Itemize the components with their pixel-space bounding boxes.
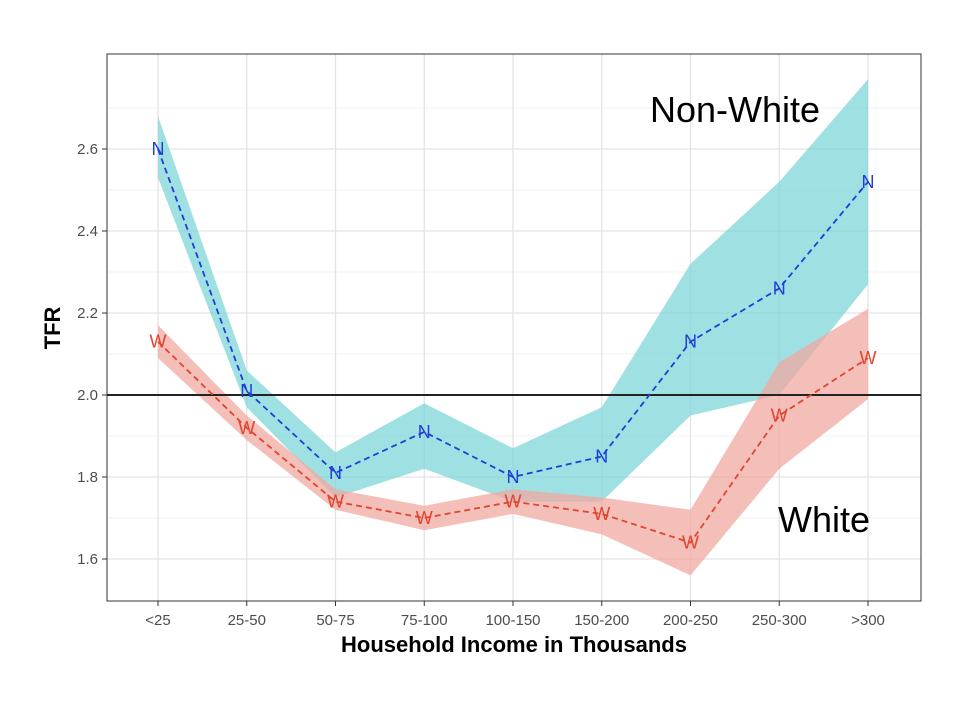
x-tick-label: 75-100 (401, 612, 448, 629)
point-non-white: N (862, 172, 875, 192)
y-tick-label: 1.6 (77, 551, 98, 568)
line-non-white (157, 148, 869, 478)
annotation-white: White (778, 499, 870, 540)
y-axis-title: TFR (40, 307, 65, 350)
point-white: W (416, 508, 433, 528)
y-tick-label: 2.2 (77, 305, 98, 322)
band-white (158, 308, 868, 576)
line-white (157, 341, 869, 544)
x-tick-label: 250-300 (752, 612, 807, 629)
y-tick-label: 2.0 (77, 387, 98, 404)
x-tick-label: 100-150 (485, 612, 540, 629)
x-axis-title: Household Income in Thousands (341, 632, 687, 657)
x-tick-label: 25-50 (228, 612, 266, 629)
annotation-non-white: Non-White (650, 89, 820, 130)
point-white: W (327, 492, 344, 512)
point-white: W (682, 533, 699, 553)
point-white: W (150, 332, 167, 352)
point-white: W (505, 492, 522, 512)
point-white: W (860, 348, 877, 368)
x-tick-label: >300 (851, 612, 885, 629)
point-non-white: N (595, 447, 608, 467)
point-non-white: N (418, 422, 431, 442)
confidence-bands (158, 79, 868, 576)
x-tick-label: 200-250 (663, 612, 718, 629)
band-non-white (158, 79, 868, 502)
point-non-white: N (684, 332, 697, 352)
point-non-white: N (240, 381, 253, 401)
y-tick-label: 2.4 (77, 223, 98, 240)
y-axis-ticks: 1.6 1.8 2.0 2.2 2.4 2.6 (77, 141, 107, 568)
x-tick-label: 150-200 (574, 612, 629, 629)
x-tick-label: 50-75 (316, 612, 354, 629)
y-tick-label: 1.8 (77, 469, 98, 486)
point-non-white: N (152, 139, 165, 159)
x-tick-label: <25 (145, 612, 170, 629)
point-white: W (238, 418, 255, 438)
point-non-white: N (773, 278, 786, 298)
y-tick-label: 2.6 (77, 141, 98, 158)
point-white: W (593, 504, 610, 524)
point-white: W (771, 406, 788, 426)
point-non-white: N (507, 467, 520, 487)
panel-border (106, 53, 922, 602)
x-axis-ticks: <25 25-50 50-75 75-100 100-150 150-200 200-250… (145, 601, 885, 629)
series-lines (157, 148, 869, 544)
point-non-white: N (329, 463, 342, 483)
